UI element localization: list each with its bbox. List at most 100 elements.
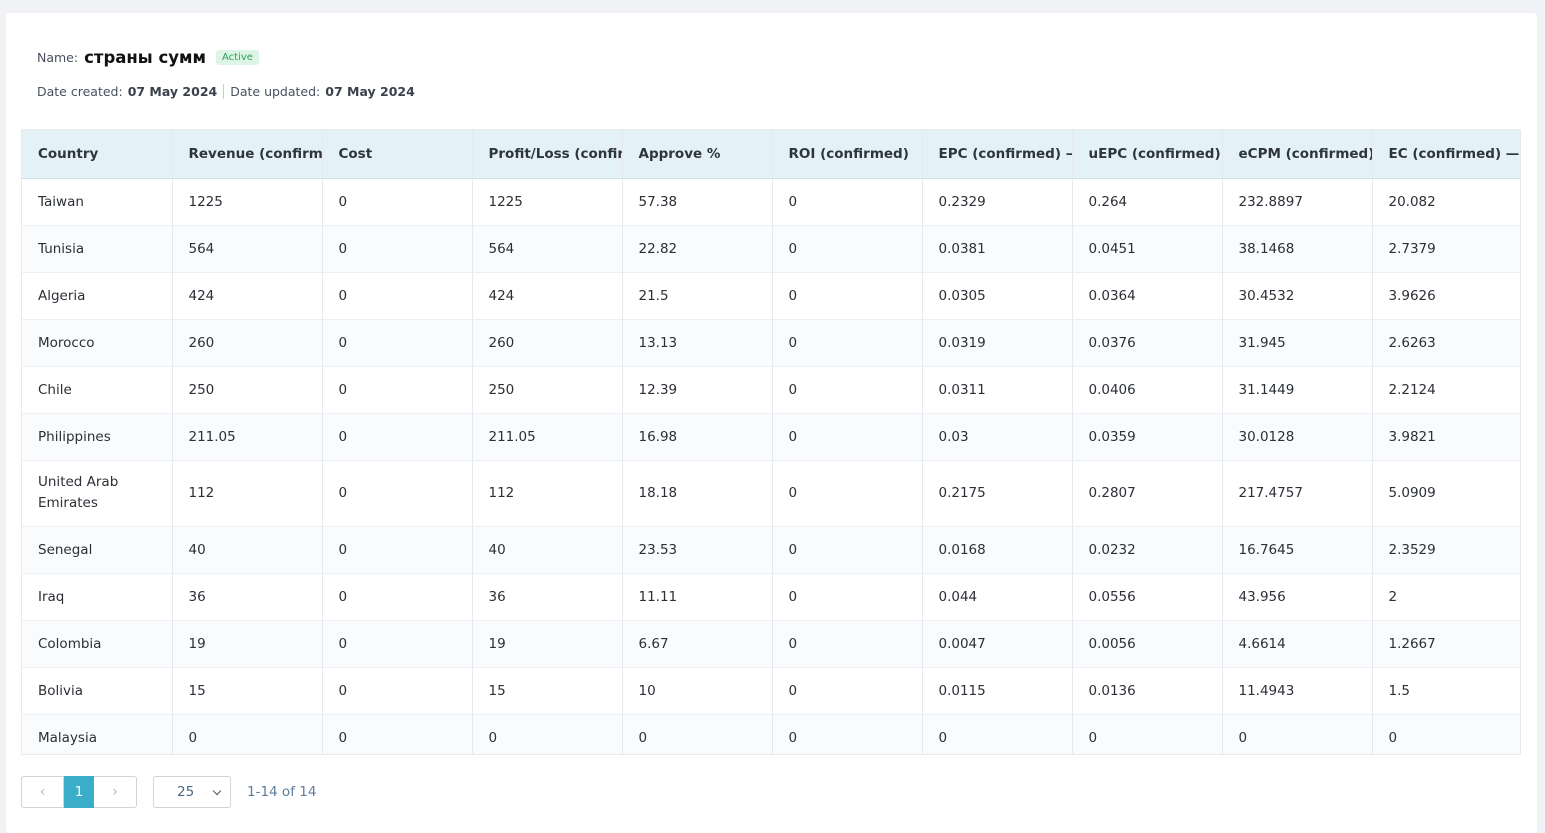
table-cell: 2.3529 (1372, 526, 1520, 574)
column-header[interactable]: Revenue (confirmed) (172, 130, 323, 179)
table-cell: 22.82 (622, 225, 773, 273)
table-cell: 0.264 (1072, 178, 1223, 226)
table-cell: 0.0311 (922, 366, 1073, 414)
table-cell: 16.7645 (1222, 526, 1373, 574)
table-cell: 0 (322, 667, 473, 715)
table-cell: 250 (172, 366, 323, 414)
table-cell: 0 (1372, 714, 1520, 754)
table-cell: 0.0232 (1072, 526, 1223, 574)
table-cell: Algeria (22, 272, 173, 320)
table-cell: 2.7379 (1372, 225, 1520, 273)
table-cell: 0 (172, 714, 323, 754)
table-cell: 0.0056 (1072, 620, 1223, 668)
table-cell: 0 (472, 714, 623, 754)
table-cell: 4.6614 (1222, 620, 1373, 668)
table-cell: 424 (172, 272, 323, 320)
table-row: United Arab Emirates 112 0 112 18.18 0 0.2175 0… (22, 460, 1520, 527)
table-cell: Philippines (22, 413, 173, 461)
date-divider (223, 83, 225, 99)
column-header[interactable]: EC (confirmed) — Ea (1372, 130, 1520, 179)
name-row: Name: страны сумм Active (37, 45, 415, 69)
table-cell: 0 (772, 319, 923, 367)
table-cell: 0 (322, 413, 473, 461)
date-updated-value: 07 May 2024 (325, 83, 415, 99)
table-cell: 112 (172, 460, 323, 527)
table-cell: 36 (472, 573, 623, 621)
table-row: Morocco 260 0 260 13.13 0 0.0319 0.0376 31.945 2.… (22, 319, 1520, 367)
table-cell: 0.0364 (1072, 272, 1223, 320)
column-header[interactable]: ROI (confirmed) (772, 130, 923, 179)
status-badge: Active (215, 49, 259, 65)
table-cell: 0 (322, 366, 473, 414)
column-header[interactable]: EPC (confirmed) — E (922, 130, 1073, 179)
table-cell: 0 (322, 620, 473, 668)
table-cell: 0 (622, 714, 773, 754)
column-header[interactable]: Approve % (622, 130, 773, 179)
table-cell: 0 (322, 225, 473, 273)
table-cell: 0 (322, 573, 473, 621)
table-cell: 38.1468 (1222, 225, 1373, 273)
table-cell: 40 (172, 526, 323, 574)
column-header[interactable]: Country (22, 130, 173, 179)
table-cell: 0.0381 (922, 225, 1073, 273)
table-cell: 11.4943 (1222, 667, 1373, 715)
table-cell: Bolivia (22, 667, 173, 715)
table-row: Colombia 19 0 19 6.67 0 0.0047 0.0056 4.6614 1.26… (22, 620, 1520, 668)
table-cell: 12.39 (622, 366, 773, 414)
table-cell: Tunisia (22, 225, 173, 273)
table-cell: 0.2329 (922, 178, 1073, 226)
table-cell: 18.18 (622, 460, 773, 527)
pagination-range: 1-14 of 14 (247, 784, 317, 800)
table-cell: 211.05 (472, 413, 623, 461)
table-cell: 112 (472, 460, 623, 527)
table-cell: 0.0359 (1072, 413, 1223, 461)
table-cell: 260 (172, 319, 323, 367)
table-row: Tunisia 564 0 564 22.82 0 0.0381 0.0451 38.1468 2… (22, 225, 1520, 273)
table-cell: 0.2175 (922, 460, 1073, 527)
table-cell: 211.05 (172, 413, 323, 461)
table-cell: 0.03 (922, 413, 1073, 461)
page-size-select[interactable]: 25 (153, 776, 231, 808)
name-label: Name: (37, 49, 79, 65)
table-cell: 1225 (472, 178, 623, 226)
table-cell: 424 (472, 272, 623, 320)
chevron-down-icon (212, 786, 222, 795)
table-row: Chile 250 0 250 12.39 0 0.0311 0.0406 31.1449 2.2… (22, 366, 1520, 414)
table-cell: 16.98 (622, 413, 773, 461)
table-cell: 6.67 (622, 620, 773, 668)
table-cell: 0 (772, 714, 923, 754)
prev-page-button[interactable]: ‹ (21, 776, 64, 808)
report-name: страны сумм (84, 47, 206, 67)
table-cell: 0.0305 (922, 272, 1073, 320)
next-page-button[interactable]: › (94, 776, 137, 808)
column-header[interactable]: uEPC (confirmed) — (1072, 130, 1223, 179)
table-cell: 0 (322, 460, 473, 527)
table-cell: Iraq (22, 573, 173, 621)
table-cell: 15 (172, 667, 323, 715)
table-cell: Malaysia (22, 714, 173, 754)
table-cell: 2.2124 (1372, 366, 1520, 414)
column-header[interactable]: Profit/Loss (confirmed) (472, 130, 623, 179)
table-cell: United Arab Emirates (22, 460, 173, 527)
table-cell: 0 (322, 272, 473, 320)
column-header[interactable]: Cost (322, 130, 473, 179)
date-created-label: Date created: (37, 83, 123, 99)
table-cell: 3.9821 (1372, 413, 1520, 461)
table-cell: Taiwan (22, 178, 173, 226)
table-cell: Senegal (22, 526, 173, 574)
table-cell: 0 (772, 620, 923, 668)
table-row: Algeria 424 0 424 21.5 0 0.0305 0.0364 30.4532 3.… (22, 272, 1520, 320)
column-header[interactable]: eCPM (confirmed) — (1222, 130, 1373, 179)
table-cell: 19 (172, 620, 323, 668)
table-row: Philippines 211.05 0 211.05 16.98 0 0.03 0.0359… (22, 413, 1520, 461)
table-cell: 0 (772, 366, 923, 414)
table-cell: 21.5 (622, 272, 773, 320)
current-page-button[interactable]: 1 (64, 776, 94, 808)
table-cell: 564 (472, 225, 623, 273)
table-cell: 3.9626 (1372, 272, 1520, 320)
table-cell: 11.11 (622, 573, 773, 621)
date-updated-label: Date updated: (230, 83, 321, 99)
